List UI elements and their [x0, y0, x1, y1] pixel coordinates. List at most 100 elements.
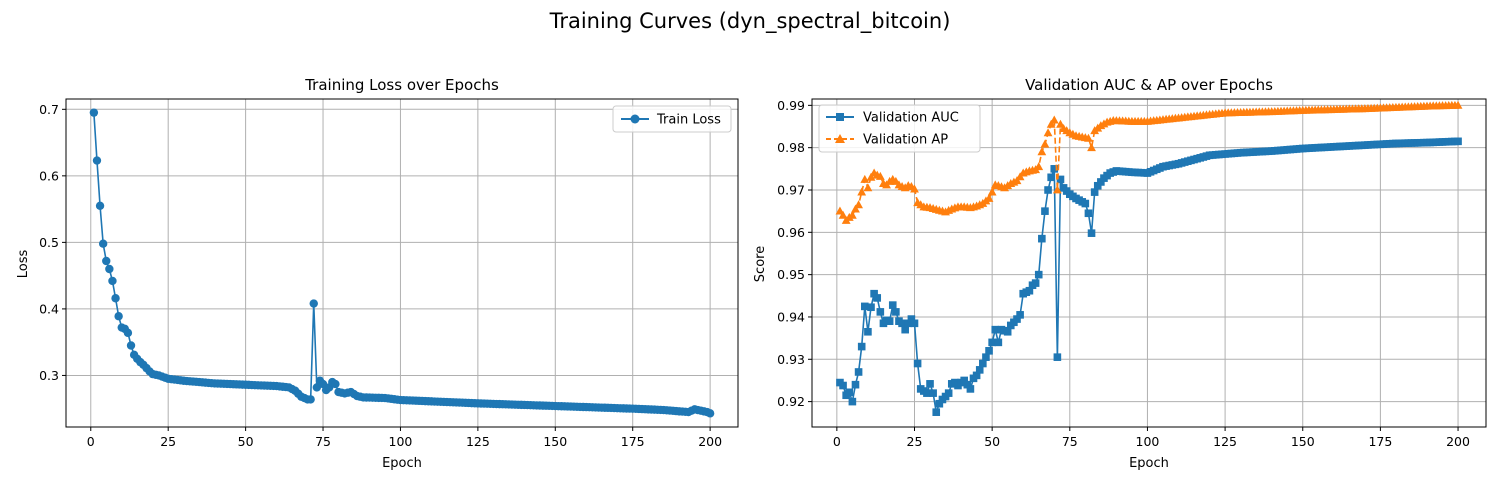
legend-square-marker-icon: [836, 113, 844, 121]
data-point: [923, 389, 931, 397]
data-point: [1087, 229, 1096, 237]
x-tick-label: 50: [984, 434, 1000, 449]
data-point: [1037, 147, 1047, 156]
data-point: [1090, 188, 1099, 196]
data-point: [904, 319, 913, 328]
legend-label: Validation AUC: [863, 111, 959, 126]
data-point: [929, 389, 937, 397]
data-point: [306, 395, 315, 404]
data-point: [854, 200, 863, 209]
data-point: [705, 409, 715, 418]
data-point: [102, 256, 111, 266]
y-tick-label: 0.98: [777, 140, 805, 155]
data-point: [98, 239, 108, 248]
data-point: [985, 347, 993, 355]
series-line: [839, 140, 1459, 416]
data-point: [932, 408, 941, 416]
data-point: [1081, 199, 1090, 208]
x-tick-label: 25: [907, 434, 923, 449]
data-point: [854, 368, 863, 376]
x-tick-label: 125: [466, 434, 490, 449]
legend-circle-marker-icon: [630, 114, 640, 124]
data-point: [845, 388, 854, 397]
legend-label: Validation AP: [863, 133, 948, 148]
x-tick-label: 0: [833, 434, 841, 449]
x-tick-label: 150: [1291, 434, 1315, 449]
x-tick-label: 100: [389, 434, 413, 449]
y-tick-label: 0.97: [777, 182, 805, 197]
data-point: [972, 371, 981, 380]
data-point: [1038, 234, 1046, 243]
data-point: [960, 376, 968, 385]
series-line: [93, 112, 711, 415]
data-point: [873, 294, 882, 302]
legend-box: [818, 104, 981, 153]
figure-suptitle: Training Curves (dyn_spectral_bitcoin): [549, 9, 951, 34]
data-point: [839, 381, 847, 390]
data-point: [979, 359, 987, 368]
data-point: [861, 302, 869, 311]
x-axis-label: Epoch: [1129, 456, 1169, 471]
data-point: [1034, 270, 1043, 279]
data-point: [851, 380, 860, 389]
data-point: [888, 301, 897, 309]
data-point: [1046, 119, 1056, 128]
data-point: [126, 341, 136, 350]
data-point: [312, 383, 322, 392]
data-point: [987, 187, 997, 196]
data-point: [1049, 115, 1059, 124]
data-point: [95, 201, 105, 210]
x-tick-label: 200: [1446, 434, 1470, 449]
legend: Validation AUC Validation AP: [818, 104, 981, 153]
data-point: [963, 380, 972, 389]
y-axis-label: Loss: [16, 250, 31, 279]
data-point: [991, 325, 1000, 334]
data-point: [860, 174, 870, 183]
data-point: [966, 385, 975, 393]
data-point: [838, 210, 848, 219]
data-point: [857, 187, 867, 196]
data-point: [994, 338, 1003, 347]
data-point: [1084, 133, 1093, 142]
data-point: [898, 319, 906, 328]
data-point: [913, 359, 922, 368]
y-tick-label: 0.7: [39, 102, 59, 117]
y-tick-label: 0.92: [777, 394, 805, 409]
data-point: [1034, 162, 1044, 171]
data-point: [1025, 286, 1034, 295]
data-point: [1044, 186, 1052, 194]
x-axis-label: Epoch: [382, 456, 422, 471]
data-point: [1087, 143, 1096, 152]
data-point: [1056, 175, 1065, 184]
data-point: [876, 308, 885, 316]
data-point: [1040, 139, 1050, 148]
data-point: [901, 325, 909, 334]
data-point: [1084, 209, 1093, 218]
data-point: [866, 172, 876, 181]
data-point: [1050, 165, 1059, 173]
plot-frame: [811, 98, 1487, 428]
legend-box: [612, 105, 732, 133]
data-point: [847, 210, 857, 219]
data-point: [892, 308, 900, 316]
data-point: [988, 338, 996, 347]
data-point: [309, 299, 318, 308]
x-tick-label: 50: [238, 434, 254, 449]
data-point: [867, 303, 875, 312]
y-tick-label: 0.6: [39, 168, 59, 183]
data-point: [982, 353, 990, 361]
data-point: [92, 156, 102, 165]
data-point: [1093, 181, 1102, 190]
legend-label: Train Loss: [656, 113, 721, 128]
data-point: [108, 276, 117, 286]
data-point: [863, 183, 873, 192]
x-tick-label: 0: [87, 434, 95, 449]
data-point: [944, 389, 953, 397]
x-tick-label: 200: [698, 434, 722, 449]
y-tick-label: 0.94: [777, 309, 805, 324]
data-point: [1052, 185, 1062, 194]
x-tick-label: 75: [1062, 434, 1078, 449]
data-point: [331, 379, 340, 389]
plot-frame: [65, 98, 739, 428]
data-point: [1453, 100, 1463, 109]
